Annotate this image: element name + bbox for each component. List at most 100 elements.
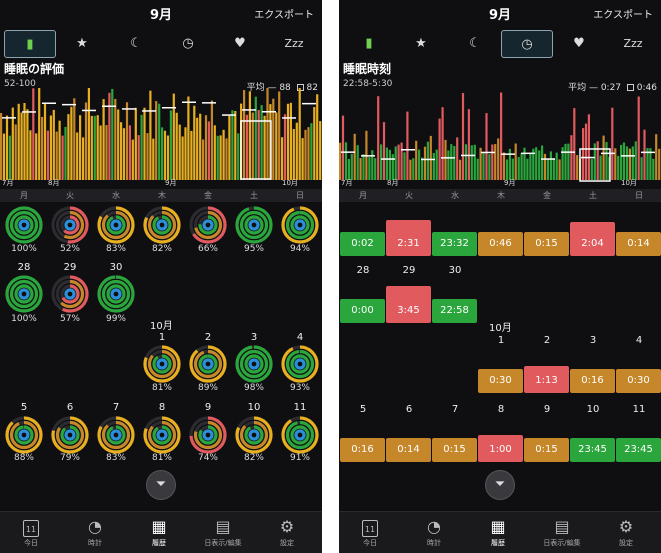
nav-clock[interactable]: ◔ 時計 — [404, 516, 464, 548]
tab-zzz[interactable]: Zzz — [607, 30, 659, 58]
chart-bar — [502, 152, 506, 180]
ring-progress — [281, 345, 319, 383]
sleep-rings — [5, 275, 43, 313]
selected-week-frame[interactable] — [579, 148, 611, 182]
tab-zzz[interactable]: Zzz — [268, 30, 320, 58]
chart-bar — [213, 125, 216, 180]
average-marker — [262, 111, 276, 113]
ring-progress — [97, 416, 135, 454]
chart-bar — [356, 145, 359, 180]
chart-bar — [371, 150, 374, 180]
filter-button[interactable]: ⏷ — [485, 470, 515, 500]
score-percent: 81% — [151, 453, 172, 463]
selected-week-frame[interactable] — [240, 120, 272, 180]
filter-button[interactable]: ⏷ — [146, 470, 176, 500]
bedtime-value: 0:30 — [616, 369, 661, 393]
chart-bar — [207, 121, 210, 180]
tab-heart[interactable]: ♥ — [214, 30, 266, 58]
chart-bar — [234, 111, 237, 180]
chart-bar — [526, 158, 529, 180]
score-percent: 89% — [197, 383, 218, 393]
tab-clock[interactable]: ◷ — [501, 30, 553, 58]
chart-bar — [283, 114, 287, 180]
nav-history[interactable]: ▦ 履歴 — [129, 516, 189, 548]
battery-icon: ▮ — [365, 36, 373, 51]
chart-bar — [470, 145, 473, 180]
nav-clock[interactable]: ◔ 時計 — [65, 516, 125, 548]
chart-bar — [143, 107, 146, 180]
nav-day-edit[interactable]: ▤ 日表示/編集 — [532, 516, 592, 548]
export-button[interactable]: エクスポート — [593, 10, 653, 21]
history-chart-svg[interactable]: 7月 8月 9月 10月 — [339, 88, 661, 188]
tab-moon[interactable]: ☾ — [449, 30, 501, 58]
export-button[interactable]: エクスポート — [254, 10, 314, 21]
chart-bar — [17, 103, 20, 180]
tab-battery[interactable]: ▮ — [343, 30, 395, 58]
day-number: 10 — [586, 404, 600, 415]
tab-moon[interactable]: ☾ — [110, 30, 162, 58]
history-chart[interactable]: 7月 8月 9月 10月 — [339, 88, 661, 188]
day-number: 1 — [158, 332, 166, 343]
nav-settings[interactable]: ⚙ 設定 — [596, 516, 656, 548]
weekday-label: 日 — [635, 191, 643, 200]
bottom-nav: 11 今日 ◔ 時計 ▦ 履歴 ▤ 日表示/編集 ⚙ 設定 — [0, 511, 322, 553]
chart-bar — [388, 149, 391, 180]
average-marker — [461, 154, 475, 157]
chart-bar — [397, 144, 400, 180]
grid-icon: ▦ — [490, 517, 506, 536]
ring-progress — [101, 210, 131, 240]
nav-day-edit[interactable]: ▤ 日表示/編集 — [193, 516, 253, 548]
sleep-rings — [281, 206, 319, 244]
chart-bar — [403, 152, 406, 180]
chart-bar — [199, 113, 202, 180]
ring-progress — [189, 416, 227, 454]
sleep-rings — [97, 275, 135, 313]
ring-progress — [285, 349, 315, 379]
day-number: 29 — [402, 265, 416, 276]
gear-icon: ⚙ — [618, 517, 634, 536]
ring-progress — [235, 416, 273, 454]
ring-progress — [60, 284, 80, 304]
tab-clock[interactable]: ◷ — [162, 30, 214, 58]
tab-heart[interactable]: ♥ — [553, 30, 605, 58]
nav-label: 履歴 — [491, 539, 505, 547]
chart-bar — [385, 147, 388, 180]
day-number: 28 — [17, 262, 31, 273]
chart-bar — [485, 113, 488, 180]
chart-month-label: 7月 — [2, 179, 13, 187]
tab-star[interactable]: ★ — [56, 30, 108, 58]
nav-settings[interactable]: ⚙ 設定 — [257, 516, 317, 548]
history-chart[interactable]: 7月 8月 9月 10月 — [0, 88, 322, 188]
ring-progress — [248, 429, 260, 441]
chart-bar — [155, 101, 158, 180]
zzz-icon: Zzz — [623, 37, 643, 50]
history-chart-svg[interactable]: 7月 8月 9月 10月 — [0, 88, 322, 188]
average-marker — [62, 103, 76, 106]
chart-bar — [453, 146, 456, 180]
nav-history[interactable]: ▦ 履歴 — [468, 516, 528, 548]
chart-bar — [190, 130, 193, 180]
ring-progress — [5, 275, 43, 313]
bedtime-value: 0:16 — [340, 438, 385, 462]
chart-bar — [406, 111, 409, 180]
clock-icon: ◔ — [88, 517, 102, 536]
average-marker — [421, 158, 435, 161]
ring-progress — [189, 206, 227, 244]
chart-bar — [447, 150, 450, 180]
chart-bar — [558, 159, 561, 180]
calendar-day-number: 11 — [23, 520, 39, 537]
chart-bar — [304, 129, 307, 180]
nav-today[interactable]: 11 今日 — [340, 516, 400, 548]
average-marker — [441, 157, 455, 159]
nav-today[interactable]: 11 今日 — [1, 516, 61, 548]
chart-bar — [491, 144, 494, 180]
tab-battery[interactable]: ▮ — [4, 30, 56, 58]
ring-progress — [51, 206, 89, 244]
chart-header: 睡眠の評価 52-100 — [4, 60, 64, 89]
tab-star[interactable]: ★ — [395, 30, 447, 58]
chart-bar — [520, 153, 523, 180]
gear-icon: ⚙ — [279, 517, 295, 536]
star-icon: ★ — [76, 36, 88, 51]
bedtime-value: 0:15 — [524, 438, 569, 462]
weekday-label: 日 — [296, 191, 304, 200]
